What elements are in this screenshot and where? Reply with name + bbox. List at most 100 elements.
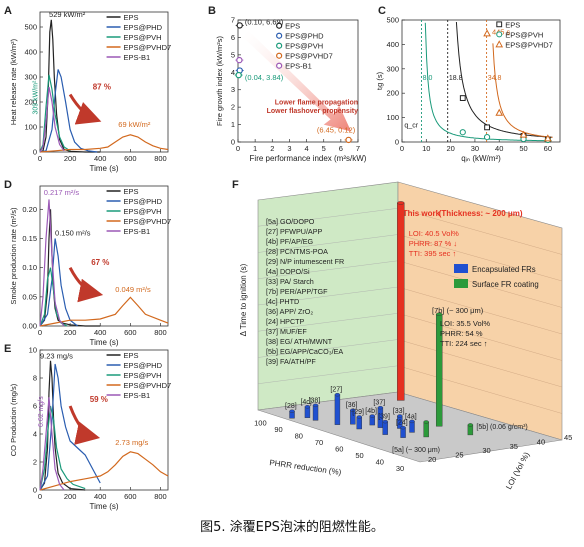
series-line (39, 134, 169, 153)
bar-encapsulated (382, 421, 388, 435)
annotation: 87 % (93, 83, 111, 92)
y-tick-label: 6 (33, 402, 37, 411)
x-tick-label: 5 (322, 144, 326, 153)
y-tick-label: 100 (386, 113, 399, 122)
series-line (39, 397, 65, 491)
grid-line (257, 286, 399, 306)
legend-entry: EPS@PVH (124, 207, 162, 216)
data-point (235, 71, 242, 79)
grid-line (257, 208, 399, 227)
this-work-loi: LOI: 40.5 Vol% (409, 229, 459, 238)
reference-label: [27] PFWPU/APP (266, 227, 323, 236)
panel-letter: C (378, 5, 386, 17)
this-work-phrr: PHRR: 87 % ↓ (409, 239, 457, 248)
y-axis-label: tᵢg (s) (375, 71, 384, 90)
legend-swatch (496, 21, 503, 28)
z-tick-label: 20 (428, 455, 436, 464)
bar-label: [5b] (0.06 g/cm³) (476, 424, 527, 431)
data-point (484, 124, 490, 131)
reference-label: [4c] PHTD (266, 297, 299, 306)
reduction-arrow (68, 266, 104, 303)
fit-curve (455, 21, 553, 138)
x-tick-label: 50 (519, 144, 527, 153)
series-line (39, 86, 65, 153)
panel-letter: D (4, 179, 12, 191)
annotation: 6.62 mg/s (38, 396, 45, 427)
panel-letter: F (232, 179, 239, 191)
bar-label: [4c] (300, 399, 311, 406)
bar-label: [4b] (365, 408, 377, 415)
bar-label: [29] (352, 409, 364, 416)
x-tick-label: 20 (446, 144, 454, 153)
legend-entry: EPS-B1 (285, 62, 312, 71)
x-tick-label: 0 (38, 154, 42, 163)
plot-frame (39, 349, 169, 491)
grid-line (257, 365, 399, 384)
z-tick-label: 40 (537, 437, 545, 446)
series-line (39, 199, 65, 327)
legend-swatch (276, 52, 283, 59)
panel-c: 0 10 20 30 40 50 60 0 100 200 300 400 500 qᵢₙ (kW/m²)… (375, 5, 561, 163)
data-point (483, 134, 491, 141)
legend-entry: EPS@PHD (124, 23, 163, 32)
legend-entry: Surface FR coating (472, 280, 539, 289)
fit-curve (492, 43, 553, 138)
x-tick-label: 200 (64, 328, 77, 337)
bar-encapsulated-top (400, 425, 406, 430)
reduction-arrow (68, 405, 101, 445)
data-point (345, 136, 352, 144)
panel-e: 0 200 400 600 800 0 2 4 6 8 10 Time (s) CO Productio… (4, 343, 171, 511)
x-tick-label: 50 (355, 451, 363, 460)
y-tick-label: 7 (231, 16, 235, 25)
y-tick-label: 200 (24, 98, 37, 107)
x-tick-label: 400 (94, 492, 107, 501)
legend-entry: Encapsulated FRs (472, 265, 536, 274)
annotation: 529 kW/m² (49, 10, 86, 19)
bar-encapsulated (334, 394, 341, 425)
y-tick-label: 4 (231, 68, 235, 77)
series-line (39, 296, 169, 327)
legend-entry: EPS (124, 13, 139, 22)
figure-caption: 图5. 涂覆EPS泡沫的阻燃性能。 (200, 520, 384, 535)
annotation: 0.217 m²/s (44, 188, 80, 197)
y-tick-label: 2 (33, 458, 37, 467)
annotation: 0.049 m²/s (115, 285, 151, 294)
x-axis-label: Fire performance index (m²s/kW) (250, 154, 367, 163)
legend-entry: EPS@PVH (124, 33, 162, 42)
z-axis-label: LOI (Vol %) (504, 450, 531, 491)
x-tick-label: 1 (253, 144, 257, 153)
x-tick-label: 40 (495, 144, 503, 153)
y-tick-label: 300 (386, 64, 399, 73)
grid-line (397, 260, 563, 308)
x-tick-label: 0 (236, 144, 240, 153)
grid-line (257, 313, 399, 332)
bar-label: [5a] (~ 300 μm) (392, 447, 440, 454)
series-line (39, 209, 101, 327)
reference-label: [5b] EG/APP/CaCO₃/EA (266, 347, 343, 356)
legend-entry: EPS (285, 22, 300, 31)
reference-label: [28] PCNTMS-POA (266, 247, 328, 256)
x-tick-label: 600 (124, 328, 137, 337)
legend-entry: EPS (505, 20, 520, 29)
legend-entry: EPS@PHD (124, 361, 163, 370)
y-tick-label: 3 (231, 85, 235, 94)
x-tick-label: 600 (124, 154, 137, 163)
x-tick-label: 10 (422, 144, 430, 153)
bar-label: [39] (378, 414, 390, 421)
x-tick-label: 800 (154, 328, 167, 337)
y-tick-label: 0 (33, 486, 37, 495)
x-tick-label: 0 (400, 144, 404, 153)
bar-encapsulated-top (289, 409, 295, 413)
y-tick-label: 400 (24, 48, 37, 57)
x-tick-label: 60 (335, 444, 343, 453)
y-axis-label: Smoke production rate (m²/s) (9, 207, 18, 305)
grid-line (397, 313, 563, 361)
legend-entry: EPS@PHD (124, 197, 163, 206)
y-tick-label: 0.15 (22, 234, 37, 243)
series-line (39, 74, 71, 153)
legend-swatch (496, 31, 503, 38)
panel-d: 0 200 400 600 800 0.00 0.05 0.10 0.15 0.20 Time (s… (4, 179, 171, 347)
bar-encapsulated-top (397, 414, 403, 418)
annotation: 34.8 (488, 75, 502, 82)
plot-frame (237, 19, 359, 143)
